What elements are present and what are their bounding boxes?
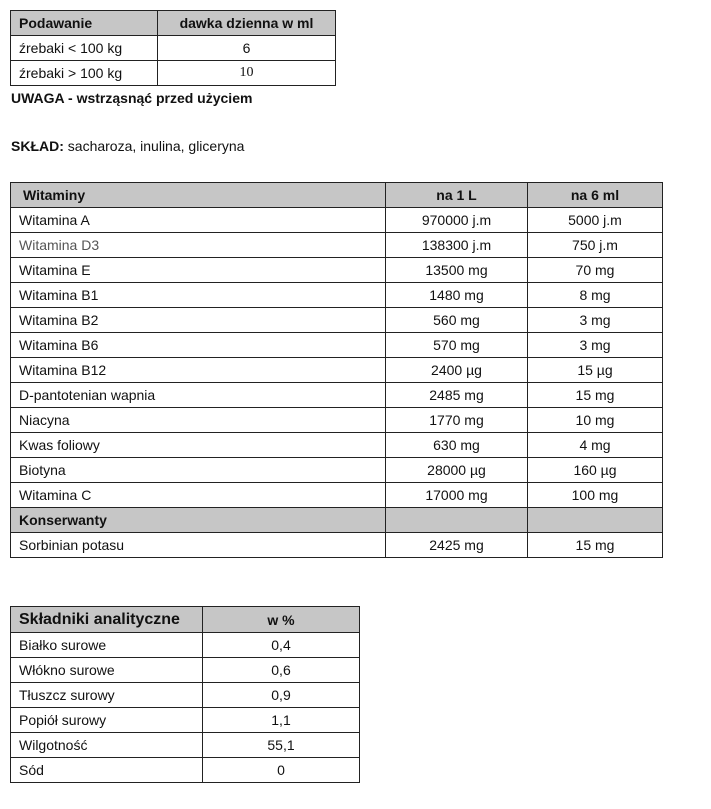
column-header: na 1 L xyxy=(385,182,528,208)
table-cell: 630 mg xyxy=(385,432,528,458)
table-cell: 8 mg xyxy=(527,282,663,308)
table-row: źrebaki > 100 kg 10 xyxy=(10,60,336,86)
table-row: Witamina B2 560 mg 3 mg xyxy=(10,307,663,333)
table-header-row: Witaminy na 1 L na 6 ml xyxy=(10,182,663,208)
table-cell: 570 mg xyxy=(385,332,528,358)
preservatives-header-row: Konserwanty xyxy=(10,507,663,533)
table-cell: Witamina B6 xyxy=(10,332,386,358)
table-cell: Wilgotność xyxy=(10,732,203,758)
table-cell: 2400 µg xyxy=(385,357,528,383)
table-cell: D-pantotenian wapnia xyxy=(10,382,386,408)
table-cell: Sód xyxy=(10,757,203,783)
table-row: Wilgotność 55,1 xyxy=(10,732,360,758)
table-cell: Witamina C xyxy=(10,482,386,508)
table-cell: Witamina E xyxy=(10,257,386,283)
table-cell: 10 mg xyxy=(527,407,663,433)
table-row: Witamina C 17000 mg 100 mg xyxy=(10,482,663,508)
table-row: Kwas foliowy 630 mg 4 mg xyxy=(10,432,663,458)
column-header: na 6 ml xyxy=(527,182,663,208)
table-cell: Witamina B1 xyxy=(10,282,386,308)
table-cell: 3 mg xyxy=(527,332,663,358)
column-header: Składniki analityczne xyxy=(10,606,203,633)
table-cell: 0,6 xyxy=(202,657,360,683)
table-cell: 4 mg xyxy=(527,432,663,458)
table-cell: Witamina B12 xyxy=(10,357,386,383)
table-cell: źrebaki > 100 kg xyxy=(10,60,158,86)
composition-value: sacharoza, inulina, gliceryna xyxy=(63,138,245,154)
table-cell: Tłuszcz surowy xyxy=(10,682,203,708)
table-cell: 560 mg xyxy=(385,307,528,333)
section-header: Konserwanty xyxy=(10,507,386,533)
table-cell: 100 mg xyxy=(527,482,663,508)
vitamins-table: Witaminy na 1 L na 6 ml Witamina A 970000… xyxy=(10,182,663,558)
warning-text: UWAGA - wstrząsnąć przed użyciem xyxy=(11,90,253,106)
table-cell: 1,1 xyxy=(202,707,360,733)
column-header: dawka dzienna w ml xyxy=(157,10,336,36)
table-row: Witamina A 970000 j.m 5000 j.m xyxy=(10,207,663,233)
table-row: Witamina E 13500 mg 70 mg xyxy=(10,257,663,283)
table-row: Witamina B1 1480 mg 8 mg xyxy=(10,282,663,308)
table-cell xyxy=(385,507,528,533)
table-cell: 28000 µg xyxy=(385,457,528,483)
composition-text: SKŁAD: sacharoza, inulina, gliceryna xyxy=(11,138,244,154)
dosage-table: Podawanie dawka dzienna w ml źrebaki < 1… xyxy=(10,10,336,86)
table-row: Sorbinian potasu 2425 mg 15 mg xyxy=(10,532,663,558)
table-cell: Włókno surowe xyxy=(10,657,203,683)
table-cell: 6 xyxy=(157,35,336,61)
table-row: źrebaki < 100 kg 6 xyxy=(10,35,336,61)
table-row: Sód 0 xyxy=(10,757,360,783)
table-row: Witamina B6 570 mg 3 mg xyxy=(10,332,663,358)
table-cell: 13500 mg xyxy=(385,257,528,283)
table-cell xyxy=(527,507,663,533)
table-cell: 1480 mg xyxy=(385,282,528,308)
column-header: Podawanie xyxy=(10,10,158,36)
table-cell: Witamina B2 xyxy=(10,307,386,333)
table-cell: Witamina D3 xyxy=(10,232,386,258)
table-cell: 55,1 xyxy=(202,732,360,758)
table-cell: 0,4 xyxy=(202,632,360,658)
table-cell: Sorbinian potasu xyxy=(10,532,386,558)
table-row: Biotyna 28000 µg 160 µg xyxy=(10,457,663,483)
table-cell: 750 j.m xyxy=(527,232,663,258)
table-header-row: Składniki analityczne w % xyxy=(10,606,360,633)
table-cell: 70 mg xyxy=(527,257,663,283)
column-header: w % xyxy=(202,606,360,633)
table-cell: 160 µg xyxy=(527,457,663,483)
table-cell: Witamina A xyxy=(10,207,386,233)
table-cell: 15 mg xyxy=(527,532,663,558)
table-cell: 15 µg xyxy=(527,357,663,383)
analytical-table: Składniki analityczne w % Białko surowe 0… xyxy=(10,606,360,783)
table-row: Tłuszcz surowy 0,9 xyxy=(10,682,360,708)
table-cell: 138300 j.m xyxy=(385,232,528,258)
table-row: Popiół surowy 1,1 xyxy=(10,707,360,733)
table-row: D-pantotenian wapnia 2485 mg 15 mg xyxy=(10,382,663,408)
table-cell: 0 xyxy=(202,757,360,783)
table-cell: 5000 j.m xyxy=(527,207,663,233)
table-cell: Biotyna xyxy=(10,457,386,483)
table-cell: 10 xyxy=(157,60,336,86)
table-row: Białko surowe 0,4 xyxy=(10,632,360,658)
table-cell: 3 mg xyxy=(527,307,663,333)
table-cell: Białko surowe xyxy=(10,632,203,658)
table-cell: 970000 j.m xyxy=(385,207,528,233)
table-cell: źrebaki < 100 kg xyxy=(10,35,158,61)
column-header: Witaminy xyxy=(10,182,386,208)
table-header-row: Podawanie dawka dzienna w ml xyxy=(10,10,336,36)
table-cell: 1770 mg xyxy=(385,407,528,433)
table-cell: 2485 mg xyxy=(385,382,528,408)
composition-label: SKŁAD: xyxy=(11,138,64,154)
table-cell: Popiół surowy xyxy=(10,707,203,733)
table-cell: 17000 mg xyxy=(385,482,528,508)
table-row: Włókno surowe 0,6 xyxy=(10,657,360,683)
table-row: Witamina B12 2400 µg 15 µg xyxy=(10,357,663,383)
table-row: Niacyna 1770 mg 10 mg xyxy=(10,407,663,433)
table-cell: Niacyna xyxy=(10,407,386,433)
table-cell: 2425 mg xyxy=(385,532,528,558)
table-cell: 15 mg xyxy=(527,382,663,408)
table-cell: 0,9 xyxy=(202,682,360,708)
table-cell: Kwas foliowy xyxy=(10,432,386,458)
table-row: Witamina D3 138300 j.m 750 j.m xyxy=(10,232,663,258)
